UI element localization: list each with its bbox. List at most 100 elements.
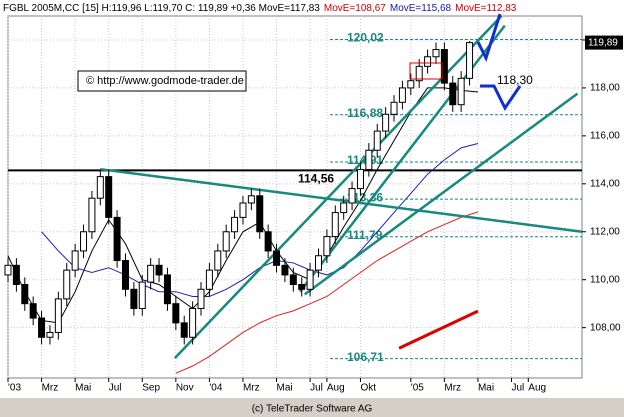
x-tick-label: Mrz [243,383,260,394]
arrow-annotation [480,84,522,111]
candle-body [289,274,297,286]
trendline [398,309,479,350]
candle-body [197,288,205,309]
x-tick-label: Mrz [444,383,461,394]
candle-body [449,82,457,106]
candle-body [113,216,121,262]
x-tick-label: Jul [310,383,323,394]
moving-average [175,211,479,374]
x-tick-label: Mai [75,383,91,394]
chart-header: FGBL 2005M,CC [15] H:119,96 L:119,70 C: … [3,3,517,14]
candle-body [390,101,398,115]
candle-body [331,212,339,238]
candle-body [214,250,222,271]
x-tick-label: Sep [142,383,160,394]
candle-body [424,56,432,67]
candle-body [138,281,146,309]
header-segment: MovE=115,68 [390,3,452,14]
candle-body [12,264,20,286]
level-label: 116,88 [347,106,383,120]
candle-body [231,216,239,233]
moving-average [7,87,478,324]
watermark: © http://www.godmode-trader.de [86,75,244,87]
support-label: 114,56 [298,172,334,186]
footer: (c) TeleTrader Software AG [252,404,373,415]
x-tick-label: Okt [360,383,376,394]
target-label: 118,30 [497,73,533,87]
candle-body [281,264,289,276]
header-segment: MovE=108,67 [324,3,386,14]
x-tick-label: Nov [176,383,194,394]
candle-body [172,303,180,324]
x-tick-label: Mai [277,383,293,394]
candle-body [155,264,163,276]
candle-body [130,288,138,309]
candle-body [71,250,79,271]
y-tick-label: 114,00 [590,178,620,189]
x-tick-label: Aug [327,383,345,394]
candle-body [38,317,46,338]
candle-body [247,195,255,204]
last-price-label: 119,89 [588,37,618,48]
candle-body [398,87,406,103]
candle-body [356,168,364,190]
candle-body [163,274,171,305]
level-label: 106,71 [347,350,384,364]
x-tick-label: Jul [512,383,525,394]
candle-body [46,331,54,338]
candle-body [466,42,474,79]
candle-body [365,149,373,170]
x-tick-label: '04 [209,383,222,394]
candle-body [80,231,88,252]
watermark-box [77,70,247,92]
candle-body [323,236,331,257]
candle-body [432,49,440,58]
last-price-box [585,35,623,50]
candle-body [222,231,230,252]
candle-body [264,231,272,252]
x-tick-label: Mai [478,383,494,394]
trendline [303,92,579,296]
level-label: 111,79 [347,228,383,242]
candle-body [314,255,322,271]
trendline [100,167,583,234]
x-tick-label: Aug [528,383,546,394]
x-tick-label: '05 [411,383,424,394]
candle-body [21,284,29,305]
candle-body [29,303,37,319]
candle-body [205,269,213,290]
candle-body [88,197,96,233]
arrow-annotation [476,13,502,62]
x-tick-label: Mrz [42,383,59,394]
candle-body [189,307,197,338]
candle-body [457,77,465,106]
candle-body [256,195,264,233]
candle-body [239,202,247,218]
candle-body [407,80,415,89]
candle-body [63,269,71,300]
range-box [409,62,443,80]
level-label: 120,02 [347,31,384,45]
candle-body [96,176,104,199]
x-tick-label: Jul [109,383,122,394]
candle-body [273,250,281,266]
candle-body [180,322,188,338]
candle-body [105,176,113,218]
candle-body [440,49,448,84]
header-segment: MovE=112,83 [455,3,517,14]
candle-body [340,202,348,214]
candle-body [147,264,155,283]
candle-body [415,65,423,82]
y-tick-label: 118,00 [590,83,620,94]
header-segment: FGBL 2005M,CC [15] H:119,96 L:119,70 C: … [3,3,320,14]
y-tick-label: 108,00 [590,322,621,333]
candle-body [298,284,306,290]
candle-body [348,188,356,204]
candle-body [4,264,12,276]
candle-body [306,269,314,290]
candle-body [54,298,62,333]
candle-body [121,260,129,290]
x-tick-label: '03 [8,383,21,394]
candle-body [382,113,390,132]
